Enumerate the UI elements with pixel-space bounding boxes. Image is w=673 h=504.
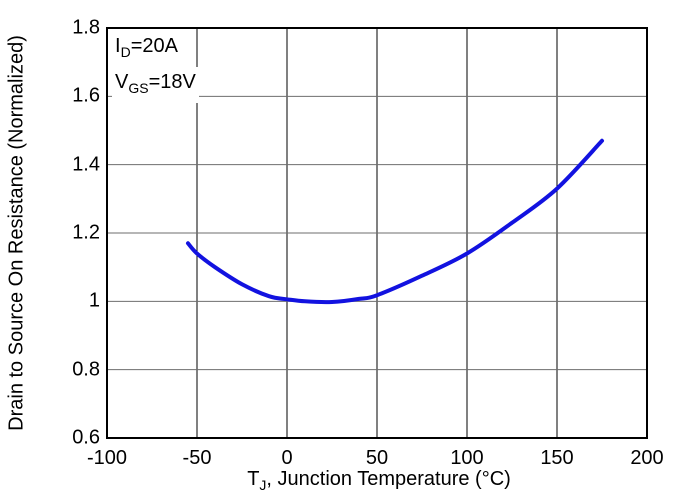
y-tick-label: 1.2 (72, 221, 100, 244)
annotation-id-value: =20A (130, 35, 178, 57)
y-axis-label: Drain to Source On Resistance (Normalize… (5, 35, 28, 431)
y-tick-label: 1 (88, 289, 100, 312)
annotation-vgs-value: =18V (148, 71, 196, 93)
y-tick-label: 1.8 (72, 16, 100, 39)
y-tick-label: 0.8 (72, 358, 100, 381)
annotation-line-id: ID=20A (112, 31, 199, 67)
annotation-vgs-symbol: V (115, 71, 129, 93)
x-tick-label: 150 (540, 447, 574, 469)
y-tick-label: 1.6 (72, 84, 100, 107)
x-tick-label: 50 (365, 447, 389, 469)
x-axis-label-subscript: J (259, 477, 267, 493)
annotation-id-subscript: D (120, 44, 131, 60)
plot-frame (106, 27, 648, 439)
x-tick-label: 200 (630, 447, 664, 469)
annotation-line-vgs: VGS=18V (112, 67, 199, 103)
x-axis-label-symbol: T (247, 468, 260, 490)
x-axis-label: TJ, Junction Temperature (°C) (247, 468, 511, 493)
y-tick-label: 0.6 (72, 426, 100, 449)
curve (186, 138, 604, 305)
x-tick-label: -100 (86, 447, 128, 469)
condition-annotation: ID=20A VGS=18V (112, 31, 199, 103)
x-tick-label: 100 (450, 447, 484, 469)
x-tick-label: 0 (281, 447, 293, 469)
gridlines (107, 28, 647, 438)
annotation-id-symbol: I (115, 35, 121, 57)
annotation-vgs-subscript: GS (128, 80, 149, 96)
y-tick-label: 1.4 (72, 153, 100, 176)
x-tick-label: -50 (182, 447, 212, 469)
x-axis-label-text: , Junction Temperature (°C) (266, 468, 511, 490)
